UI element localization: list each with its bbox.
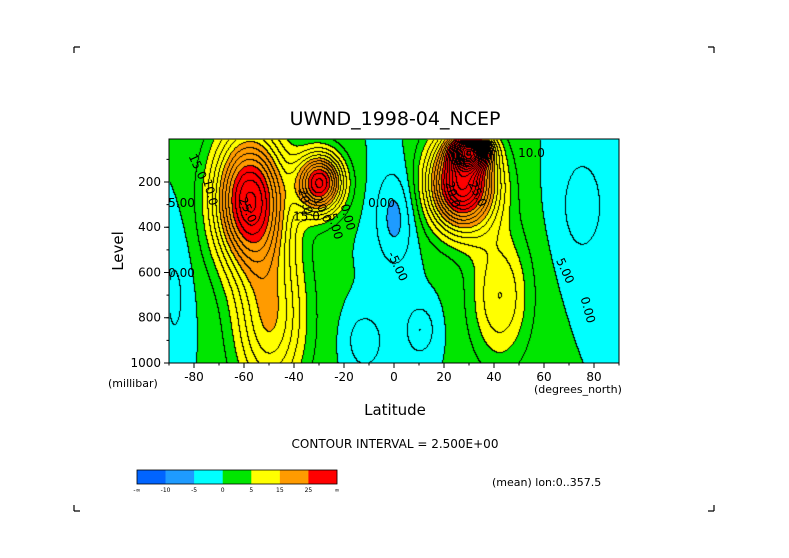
colorbar-label: -5 xyxy=(191,487,197,494)
contour-label: 10.0 xyxy=(518,146,545,160)
contour-labels: 15.010.05.00 25.0 20.015.010.05.000.00 -5.0… xyxy=(168,146,598,325)
y-axis-title: Level xyxy=(109,231,127,271)
x-tick-label: -20 xyxy=(334,370,354,384)
y-units-label: (millibar) xyxy=(108,377,158,390)
colorbar-label: ∞ xyxy=(335,487,340,494)
contour-label: 0.00 xyxy=(168,266,195,280)
contour-label: 20.0 xyxy=(443,180,463,209)
x-tick-label: 40 xyxy=(486,370,501,384)
x-tick-label: -40 xyxy=(284,370,304,384)
colorbar-swatch xyxy=(137,470,166,484)
contour-label: 20.0 xyxy=(295,187,315,216)
colorbar-label: 15 xyxy=(276,487,284,494)
colorbar-swatch xyxy=(194,470,224,484)
colorbar-swatch xyxy=(222,470,252,484)
x-axis-title: Latitude xyxy=(364,401,426,419)
colorbar-label: -10 xyxy=(161,487,171,494)
y-tick-label: 1000 xyxy=(130,356,161,370)
wind-field-heatmap xyxy=(169,139,619,363)
contour-label: 10.0 xyxy=(200,178,220,207)
colorbar-label: 5 xyxy=(249,487,253,494)
plot-area: 15.010.05.00 25.0 20.015.010.05.000.00 -5.0… xyxy=(168,138,620,364)
y-tick-label: 200 xyxy=(138,175,161,189)
x-tick-label: 0 xyxy=(390,370,398,384)
colorbar-swatch xyxy=(308,470,338,484)
colorbar-label: 0 xyxy=(221,487,225,494)
colorbar-frame xyxy=(136,469,338,485)
x-units-label: (degrees_north) xyxy=(534,383,622,396)
x-tick-label: 80 xyxy=(586,370,601,384)
y-tick-label: 400 xyxy=(138,220,161,234)
contour-label: 0.00 xyxy=(368,196,395,210)
contour-interval-note: CONTOUR INTERVAL = 2.500E+00 xyxy=(292,437,499,451)
x-tick-label: -60 xyxy=(234,370,254,384)
y-tick-label: 800 xyxy=(138,311,161,325)
y-tick-label: 600 xyxy=(138,265,161,279)
region-note: (mean) lon:0..357.5 xyxy=(492,476,601,489)
colorbar-label: -∞ xyxy=(133,487,140,494)
colorbar-swatch xyxy=(165,470,195,484)
x-tick-label: -80 xyxy=(184,370,204,384)
contour-label: 5.00 xyxy=(325,211,345,240)
contour-label: 15.0 xyxy=(293,209,320,223)
x-tick-label: 20 xyxy=(436,370,451,384)
colorbar: -∞ -10 -5 0 5 15 25 ∞ xyxy=(133,469,340,494)
y-axis: 200 400 600 800 1000 xyxy=(130,158,169,370)
contour-label: 5.00 xyxy=(168,196,195,210)
x-axis: -80 -60 -40 -20 0 20 40 60 80 xyxy=(168,363,620,384)
contour-label: 0.00 xyxy=(338,202,358,231)
contour-label: -5.00 xyxy=(461,148,492,162)
chart-title: UWND_1998-04_NCEP xyxy=(290,108,501,130)
colorbar-label: 25 xyxy=(305,487,313,494)
colorbar-swatch xyxy=(279,470,309,484)
corner-marks xyxy=(73,46,715,512)
x-tick-label: 60 xyxy=(536,370,551,384)
contour-label: 0.00 xyxy=(578,295,598,324)
colorbar-swatch xyxy=(251,470,281,484)
